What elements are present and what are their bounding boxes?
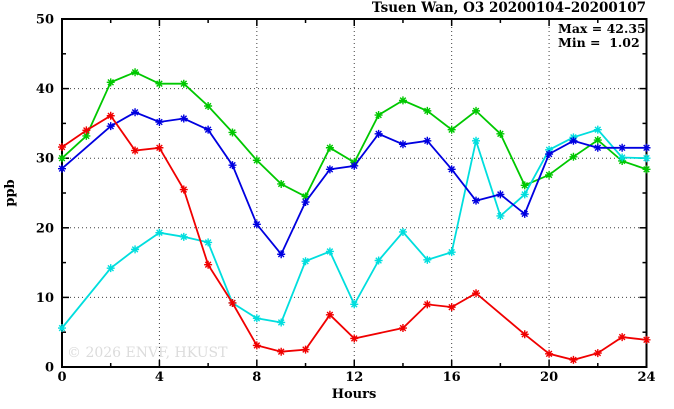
series-cyan-markers <box>58 125 651 333</box>
chart-title: Tsuen Wan, O3 20200104–20200107 <box>372 0 646 16</box>
x-tick-label: 0 <box>57 370 66 385</box>
x-tick-label: 16 <box>443 370 461 385</box>
y-tick-label: 50 <box>36 13 54 28</box>
series-blue-line <box>61 111 647 256</box>
series-lines <box>58 68 651 364</box>
x-tick-label: 8 <box>252 370 261 385</box>
plot-frame <box>61 18 648 368</box>
series-blue-group <box>58 108 651 259</box>
series-green-markers <box>58 68 651 201</box>
x-tick-label: 24 <box>637 370 655 385</box>
series-red-markers <box>58 111 651 364</box>
y-tick-label: 20 <box>36 221 54 236</box>
y-tick-label: 0 <box>45 361 54 376</box>
watermark: © 2026 ENVF, HKUST <box>67 345 228 361</box>
series-blue-markers <box>58 108 651 259</box>
y-axis-label: ppb <box>3 179 18 206</box>
max-annotation: Max = 42.35 <box>558 21 646 36</box>
y-tick-label: 30 <box>36 152 54 167</box>
y-tick-label: 10 <box>36 291 54 306</box>
x-tick-label: 4 <box>155 370 164 385</box>
tick-labels: 0 10 20 30 40 50 0 4 8 12 16 20 24 <box>36 13 656 386</box>
x-axis-label: Hours <box>332 387 377 402</box>
series-red-group <box>58 111 651 364</box>
series-cyan-line <box>61 128 647 329</box>
x-tick-label: 12 <box>345 370 363 385</box>
y-tick-label: 40 <box>36 82 54 97</box>
gridlines <box>62 19 647 367</box>
x-tick-label: 20 <box>540 370 558 385</box>
min-annotation: Min = 1.02 <box>558 35 640 50</box>
series-cyan-group <box>58 125 651 333</box>
